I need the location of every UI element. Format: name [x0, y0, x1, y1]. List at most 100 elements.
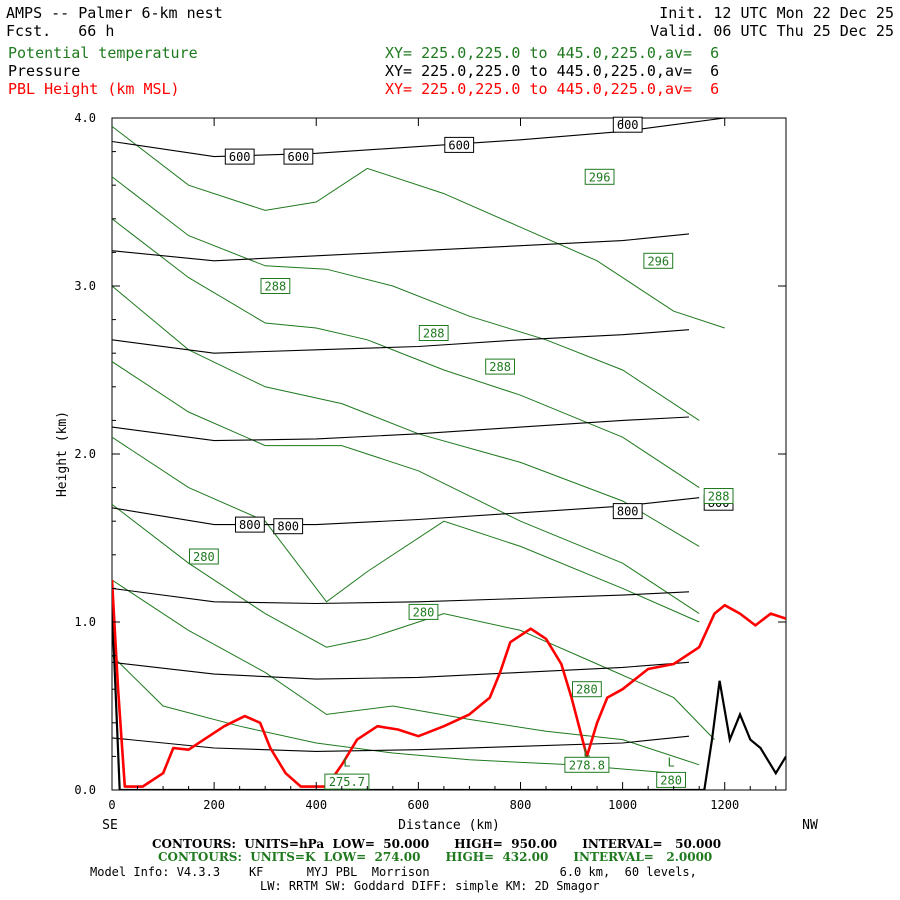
theta-label-9-text: 278.8: [569, 758, 605, 772]
theta-contour-278: [112, 579, 700, 766]
pressure-label-0-box: [224, 148, 255, 165]
theta-label-7-text: 280: [413, 605, 435, 619]
pressure-label-1: 600: [283, 148, 314, 165]
field-xy-pbl: XY= 225.0,225.0 to 445.0,225.0,av= 6: [385, 80, 720, 98]
field-xy-pressure: XY= 225.0,225.0 to 445.0,225.0,av= 6: [385, 62, 720, 80]
pressure-label-6-box: [612, 503, 643, 520]
theta-label-1-text: 296: [647, 254, 669, 268]
field-xy-theta: XY= 225.0,225.0 to 445.0,225.0,av= 6: [385, 44, 720, 62]
model-info-line-2: LW: RRTM SW: Goddard DIFF: simple KM: 2D…: [260, 879, 600, 893]
theta-label-4-box: [485, 358, 516, 375]
pressure-label-4-box: [235, 516, 265, 533]
pressure-label-4: 800: [235, 516, 265, 533]
pressure-label-2: 600: [444, 136, 475, 153]
field-label-pbl: PBL Height (km MSL): [8, 80, 180, 98]
theta-label-9-box: [564, 756, 610, 773]
theta-label-5: 288: [703, 488, 734, 504]
model-info-line-1: Model Info: V4.3.3 KF MYJ PBL Morrison 6…: [90, 865, 697, 879]
pressure-label-1-box: [283, 148, 314, 165]
theta-contour-284: [112, 361, 700, 615]
theta-label-6-box: [189, 548, 219, 565]
init-time: Init. 12 UTC Mon 22 Dec 25: [659, 4, 894, 22]
low-marker-0: L: [343, 756, 350, 770]
pbl-height-line: [112, 579, 786, 788]
theta-label-3-text: 288: [423, 327, 445, 341]
theta-label-7-box: [408, 603, 439, 620]
theta-contour-280: [112, 504, 715, 740]
theta-contour-292: [112, 176, 700, 421]
theta-contour-layer: [112, 126, 725, 774]
theta-label-1: 296: [643, 252, 674, 269]
theta-contour-282: [112, 436, 700, 623]
y-tick-label-2: 2.0: [74, 447, 96, 461]
theta-label-6: 280: [189, 548, 219, 565]
pressure-contour-700: [112, 329, 690, 354]
x-tick-label-1: 200: [203, 798, 225, 812]
theta-label-2-box: [260, 278, 291, 294]
x-tick-label-4: 800: [510, 798, 532, 812]
contour-label-layer: 6006006006008008008008002962962882882882…: [189, 116, 734, 790]
pressure-label-2-text: 600: [448, 138, 470, 152]
pressure-contour-650: [112, 233, 690, 262]
terrain-layer: [112, 605, 786, 790]
theta-contour-288: [112, 218, 700, 489]
pressure-label-4-text: 800: [239, 518, 261, 532]
theta-label-5-box: [703, 488, 734, 504]
y-tick-label-3: 3.0: [74, 279, 96, 293]
theta-label-10-box: [324, 773, 370, 790]
theta-label-5-text: 288: [708, 490, 730, 504]
x-axis-left-end-label: SE: [102, 818, 118, 833]
theta-contour-276: [112, 655, 674, 774]
theta-label-11-text: 280: [660, 773, 682, 787]
forecast-hour: Fcst. 66 h: [6, 22, 115, 40]
pressure-contour-850: [112, 587, 690, 605]
theta-label-4-text: 288: [489, 360, 511, 374]
x-tick-label-0: 0: [108, 798, 115, 812]
x-tick-label-2: 400: [305, 798, 327, 812]
theta-label-7: 280: [408, 603, 439, 620]
x-tick-label-6: 1200: [710, 798, 739, 812]
pressure-label-2-box: [444, 136, 475, 153]
y-tick-label-4: 4.0: [74, 111, 96, 125]
theta-label-2: 288: [260, 278, 291, 294]
theta-contour-296: [112, 126, 725, 329]
x-axis-right-end-label: NW: [802, 818, 818, 833]
theta-label-10: 275.7: [324, 773, 370, 790]
pressure-label-0-text: 600: [229, 150, 251, 164]
theta-label-8-text: 280: [576, 683, 598, 697]
theta-label-11-box: [656, 771, 687, 788]
y-axis-label: Height (km): [55, 411, 70, 497]
pressure-contour-info: CONTOURS: UNITS=hPa LOW= 50.000 HIGH= 95…: [152, 837, 722, 851]
pressure-label-3-box: [612, 116, 643, 133]
pressure-label-3-text: 600: [617, 118, 639, 132]
pressure-label-5-text: 800: [277, 520, 299, 534]
field-label-pressure: Pressure: [8, 62, 81, 80]
theta-label-6-text: 280: [193, 550, 215, 564]
field-label-theta: Potential temperature: [8, 44, 198, 62]
pressure-label-3: 600: [612, 116, 643, 133]
theta-label-9: 278.8: [564, 756, 610, 773]
theta-label-8: 280: [572, 681, 602, 698]
theta-label-4: 288: [485, 358, 516, 375]
theta-label-1-box: [643, 252, 674, 269]
theta-label-3: 288: [418, 325, 449, 341]
valid-time: Valid. 06 UTC Thu 25 Dec 25: [650, 22, 894, 40]
pressure-label-1-text: 600: [288, 150, 310, 164]
pressure-contour-900: [112, 661, 690, 680]
theta-label-11: 280: [656, 771, 687, 788]
pbl-height-layer: [112, 579, 786, 788]
x-tick-label-3: 600: [408, 798, 430, 812]
theta-label-0: 296: [584, 168, 615, 185]
y-tick-label-0: 0.0: [74, 783, 96, 797]
theta-contour-info: CONTOURS: UNITS=K LOW= 274.00 HIGH= 432.…: [158, 850, 713, 864]
terrain-line: [112, 605, 786, 790]
plot-frame: [111, 117, 787, 791]
theta-contour-286: [112, 285, 700, 547]
pressure-contour-950: [112, 735, 690, 752]
x-tick-label-5: 1000: [608, 798, 637, 812]
pressure-label-6: 800: [612, 503, 643, 520]
pressure-label-5-box: [273, 518, 304, 535]
theta-label-3-box: [418, 325, 449, 341]
pressure-contour-750: [112, 416, 690, 442]
